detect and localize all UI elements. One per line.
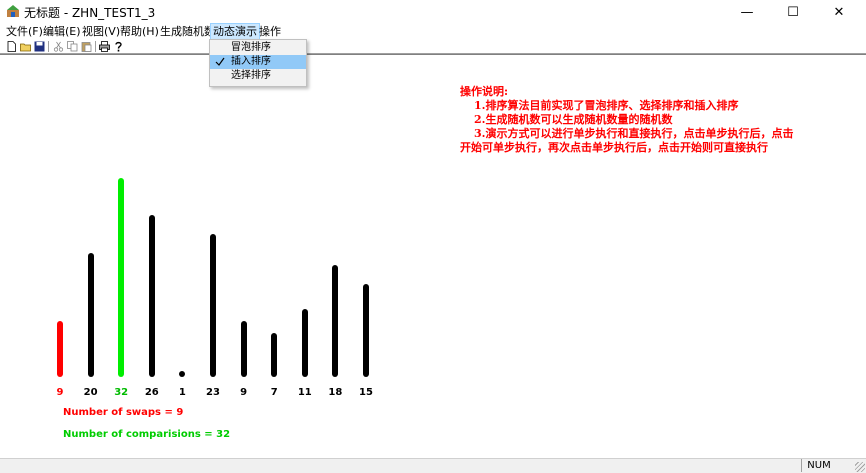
new-file-icon[interactable] bbox=[6, 41, 17, 52]
bar-10 bbox=[363, 283, 369, 377]
bar-value-label: 15 bbox=[359, 387, 373, 398]
bar-value-label: 20 bbox=[83, 387, 98, 398]
bar-value-label: 7 bbox=[270, 387, 278, 398]
bar-value-label: 11 bbox=[297, 387, 312, 398]
paste-icon[interactable] bbox=[81, 41, 92, 52]
instructions-line: 开始可单步执行，再次点击单步执行后，点击开始则可直接执行 bbox=[460, 141, 768, 154]
bar-8 bbox=[301, 308, 308, 377]
menu-generate-random[interactable]: 生成随机数 bbox=[160, 25, 215, 38]
resize-grip[interactable] bbox=[855, 462, 865, 472]
open-folder-icon[interactable] bbox=[20, 41, 31, 52]
bar-value-label: 9 bbox=[56, 387, 64, 398]
print-icon[interactable] bbox=[99, 41, 110, 52]
instructions-line: 1.排序算法目前实现了冒泡排序、选择排序和插入排序 bbox=[474, 99, 739, 112]
app-icon bbox=[7, 5, 19, 17]
bar-value-label: 9 bbox=[240, 387, 248, 398]
toolbar-separator bbox=[95, 41, 96, 52]
animation-demo-dropdown: 冒泡排序 插入排序 选择排序 bbox=[209, 39, 307, 87]
bar-5 bbox=[210, 233, 216, 377]
dropdown-item-insertion-sort[interactable]: 插入排序 bbox=[210, 55, 306, 69]
help-icon[interactable] bbox=[113, 41, 124, 52]
dropdown-item-label: 冒泡排序 bbox=[231, 42, 271, 53]
toolbar bbox=[0, 40, 866, 54]
bar-value-label: 18 bbox=[328, 387, 343, 398]
dropdown-item-label: 插入排序 bbox=[231, 56, 271, 67]
instructions-line: 2.生成随机数可以生成随机数量的随机数 bbox=[474, 113, 673, 126]
menu-file[interactable]: 文件(F) bbox=[6, 25, 43, 38]
cut-icon[interactable] bbox=[53, 41, 64, 52]
menu-help[interactable]: 帮助(H) bbox=[120, 25, 159, 38]
menu-animation-demo[interactable]: 动态演示 bbox=[210, 23, 260, 41]
status-bar: NUM bbox=[0, 458, 866, 473]
save-icon[interactable] bbox=[34, 41, 45, 52]
sort-visualization-canvas: 操作说明: 1.排序算法目前实现了冒泡排序、选择排序和插入排序 2.生成随机数可… bbox=[0, 54, 866, 459]
maximize-button[interactable]: ☐ bbox=[787, 4, 799, 20]
bar-7 bbox=[271, 333, 278, 377]
bar-2 bbox=[118, 178, 125, 377]
toolbar-separator bbox=[48, 41, 49, 52]
instructions-title: 操作说明: bbox=[460, 85, 509, 98]
bar-6 bbox=[240, 321, 247, 377]
menu-bar: 文件(F) 编辑(E) 视图(V) 帮助(H) 生成随机数 动态演示 操作 bbox=[0, 23, 866, 41]
title-bar: 无标题 - ZHN_TEST1_3 — ☐ ✕ bbox=[0, 0, 866, 24]
copy-icon[interactable] bbox=[67, 41, 78, 52]
menu-edit[interactable]: 编辑(E) bbox=[43, 25, 81, 38]
num-lock-indicator: NUM bbox=[801, 459, 836, 472]
bar-3 bbox=[148, 215, 155, 377]
bar-value-label: 1 bbox=[178, 387, 186, 398]
comparisons-count: Number of comparisions = 32 bbox=[63, 429, 231, 440]
bar-value-label: 23 bbox=[206, 387, 220, 398]
dropdown-item-selection-sort[interactable]: 选择排序 bbox=[210, 69, 306, 83]
minimize-button[interactable]: — bbox=[740, 4, 754, 20]
menu-view[interactable]: 视图(V) bbox=[82, 25, 121, 38]
dropdown-item-label: 选择排序 bbox=[231, 70, 271, 81]
bar-value-label: 32 bbox=[114, 387, 129, 398]
menu-operation[interactable]: 操作 bbox=[259, 25, 281, 38]
bar-0 bbox=[57, 321, 63, 377]
swaps-count: Number of swaps = 9 bbox=[63, 407, 184, 418]
checkmark-icon bbox=[215, 57, 225, 66]
dropdown-item-bubble-sort[interactable]: 冒泡排序 bbox=[210, 41, 306, 55]
bar-4 bbox=[179, 370, 186, 377]
instructions-line: 3.演示方式可以进行单步执行和直接执行，点击单步执行后，点击 bbox=[474, 127, 794, 140]
bar-1 bbox=[87, 252, 94, 377]
window-title: 无标题 - ZHN_TEST1_3 bbox=[24, 6, 156, 20]
close-button[interactable]: ✕ bbox=[833, 4, 845, 20]
bar-value-label: 26 bbox=[144, 387, 159, 398]
instructions-panel: 操作说明: 1.排序算法目前实现了冒泡排序、选择排序和插入排序 2.生成随机数可… bbox=[460, 85, 820, 155]
bar-9 bbox=[332, 265, 339, 377]
